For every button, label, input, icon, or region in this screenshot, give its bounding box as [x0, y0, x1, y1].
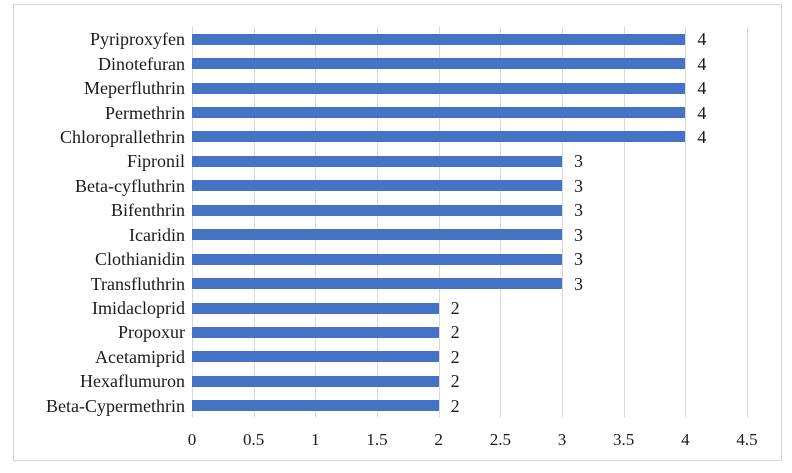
bar	[192, 204, 562, 216]
gridline	[747, 27, 748, 418]
data-label: 2	[450, 322, 460, 343]
data-label: 3	[574, 151, 583, 172]
category-axis: Pyriproxyfen Dinotefuran Meperfluthrin Perm…	[14, 27, 185, 418]
category-label: Acetamiprid	[95, 346, 185, 367]
x-tick-label: 3	[557, 430, 567, 449]
data-label: 4	[697, 126, 707, 147]
data-label: 3	[574, 175, 583, 196]
data-label: 2	[450, 371, 460, 392]
x-tick-label: 1.5	[366, 430, 388, 449]
category-label: Pyriproxyfen	[90, 29, 185, 50]
x-tick-label: 3.5	[613, 430, 635, 449]
gridline	[315, 27, 317, 418]
bar	[192, 131, 686, 143]
x-tick-label: 2.5	[489, 430, 511, 449]
category-label: Fipronil	[126, 151, 185, 172]
plot-area: 4 4 4 4 4 3 3 3 3 3 3 2 2 2 2 2	[192, 27, 748, 418]
data-label: 4	[697, 53, 707, 74]
category-label: Imidacloprid	[92, 298, 185, 319]
bar	[192, 278, 562, 290]
category-label: Icaridin	[129, 224, 185, 245]
x-tick-label: 4.5	[736, 430, 758, 449]
category-label: Beta-cyfluthrin	[75, 175, 185, 196]
gridline	[685, 27, 687, 418]
gridline	[438, 27, 440, 418]
data-label: 2	[450, 346, 460, 367]
x-tick-label: 1	[311, 430, 320, 449]
gridline	[623, 27, 625, 418]
bar	[192, 302, 439, 314]
data-label: 2	[450, 395, 460, 416]
chart-frame: Pyriproxyfen Dinotefuran Meperfluthrin Perm…	[13, 4, 782, 461]
data-label: 3	[574, 273, 583, 294]
category-label: Beta-Cypermethrin	[46, 395, 185, 416]
bar	[192, 33, 686, 45]
x-tick-label: 0	[187, 430, 197, 449]
bar	[192, 326, 439, 338]
data-label: 3	[574, 200, 583, 221]
category-label: Clothianidin	[95, 249, 185, 270]
bar	[192, 107, 686, 119]
category-label: Bifenthrin	[111, 200, 185, 221]
gridline	[500, 27, 502, 418]
x-tick-label: 4	[681, 430, 690, 449]
x-tick-label: 0.5	[243, 430, 265, 449]
gridline	[192, 27, 193, 418]
bar	[192, 375, 439, 387]
category-label: Transfluthrin	[90, 273, 185, 294]
category-label: Hexaflumuron	[80, 371, 185, 392]
gridline	[562, 27, 563, 418]
bar	[192, 82, 686, 94]
data-label: 4	[697, 78, 707, 99]
category-label: Meperfluthrin	[84, 78, 185, 99]
value-axis: 0 0.5 1 1.5 2 2.5 3 3.5 4 4.5	[188, 430, 758, 450]
data-label: 4	[697, 102, 707, 123]
category-label: Chloroprallethrin	[60, 126, 185, 147]
x-tick-label: 2	[434, 430, 443, 449]
category-label: Permethrin	[105, 102, 185, 123]
bar	[192, 400, 439, 412]
gridline	[253, 27, 255, 418]
category-label: Propoxur	[118, 322, 185, 343]
bar	[192, 351, 439, 363]
bar	[192, 180, 562, 192]
bar	[192, 58, 686, 70]
bar	[192, 253, 562, 265]
category-label: Dinotefuran	[98, 53, 185, 74]
gridline	[377, 27, 378, 418]
bar	[192, 155, 562, 167]
data-label: 3	[574, 249, 583, 270]
bar	[192, 229, 562, 241]
data-label: 2	[450, 298, 460, 319]
data-label: 4	[697, 29, 707, 50]
data-label: 3	[574, 224, 583, 245]
